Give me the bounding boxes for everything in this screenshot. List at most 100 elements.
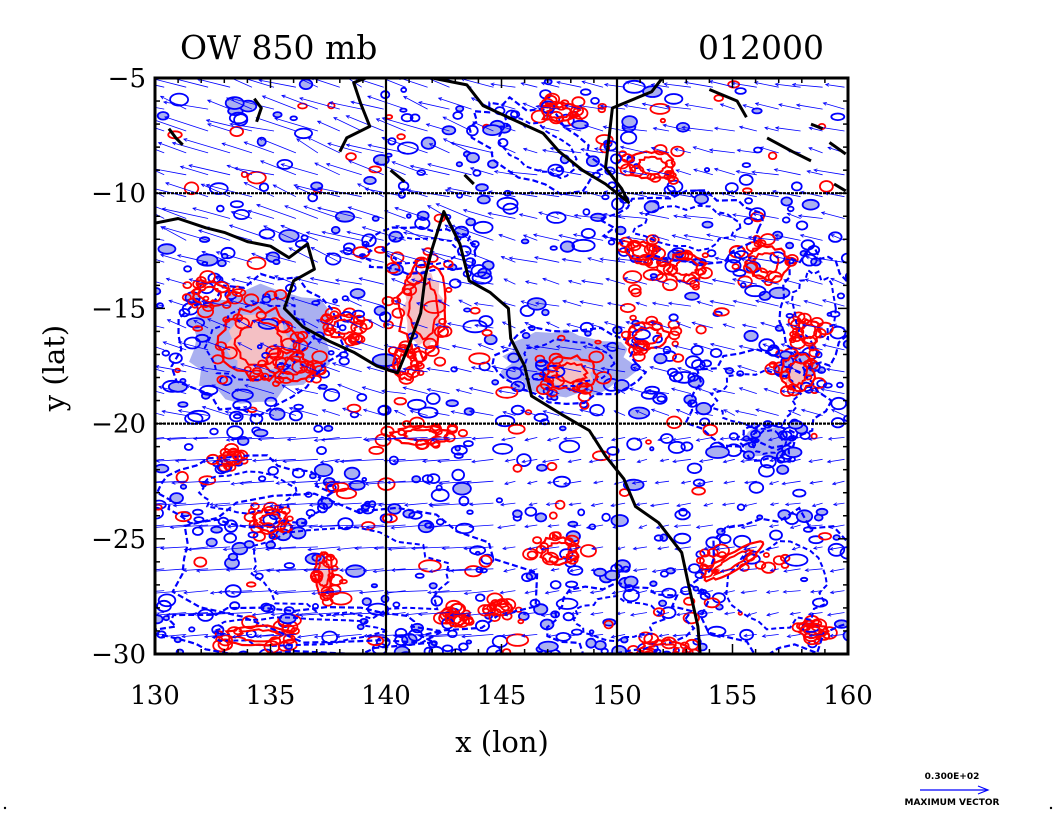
wind-vector [677,367,692,373]
negative-vortex-7-speckle [888,577,900,587]
wind-vector [296,138,319,154]
coastline-segment [155,210,702,654]
wind-vector [373,568,406,572]
wind-vector [160,254,187,263]
wind-vector [356,297,384,307]
wind-vector-head [129,483,132,486]
wind-vector [374,546,406,549]
wind-vector [697,590,713,594]
negative-speckle [316,445,327,455]
wind-vector-head [829,590,835,595]
wind-vector-head [622,169,627,174]
wind-vector-head [259,342,264,347]
wind-vector [317,120,340,132]
wind-vector [546,321,560,329]
wind-vector-head [361,386,366,390]
wind-vector-head [590,612,595,616]
wind-vector [222,143,253,154]
wind-vector [807,170,823,176]
wind-vector-head [205,480,210,485]
wind-vector-head [177,409,183,413]
wind-vector-head [450,410,455,414]
wind-vector-head [692,343,698,347]
wind-vector-head [808,366,813,371]
wind-vector-head [829,633,834,638]
coastline [155,78,847,654]
wind-vector [308,546,340,551]
wind-vector-head [362,568,367,573]
wind-vector [346,144,384,154]
wind-vector-head [562,299,567,304]
wind-vector [594,148,626,154]
positive-vortex-17-speckle [433,356,447,367]
wind-vector-head [502,410,507,415]
positive-vortex-32-speckle [217,638,234,651]
wind-vector [189,164,231,176]
wind-vector [172,480,209,484]
positive-speckle [251,367,263,376]
negative-speckle [593,567,607,578]
negative-speckle [750,437,760,444]
wind-vector-head [546,634,552,638]
wind-vector-head [522,611,527,616]
wind-vector-head [664,256,669,260]
positive-speckle [478,554,493,568]
wind-vector-head [166,612,171,617]
wind-vector-head [635,590,640,595]
wind-vector [560,411,582,416]
positive-speckle [594,339,602,345]
negative-vortex-6-speckle [590,97,600,105]
wind-vector-head [171,481,176,485]
wind-vector-head [177,341,183,345]
wind-vector-head [780,343,785,347]
wind-vector-head [150,204,154,207]
wind-vector-head [181,634,186,639]
wind-vector-head [471,459,476,464]
wind-vector-head [468,524,473,529]
wind-vector [505,458,516,462]
x-tick-label: 150 [592,681,642,711]
wind-vector [626,236,648,241]
wind-vector-head [381,136,386,141]
wind-vector [297,78,319,88]
wind-vector-head [124,592,127,595]
wind-vector-head [428,143,434,147]
wind-vector [231,590,275,594]
wind-vector-head [141,387,145,390]
wind-vector [207,318,231,329]
wind-vector-head [123,117,127,120]
negative-speckle [351,309,366,319]
wind-vector-head [288,247,293,251]
positive-vortex-22-speckle [764,362,780,376]
wind-vector-head [380,248,385,253]
wind-vector [616,546,626,550]
wind-vector [168,300,187,307]
wind-vector [665,106,691,110]
wind-vector-head [671,567,677,572]
wind-vector [297,634,318,638]
wind-vector-head [409,164,414,169]
negative-vortex-3-speckle [291,467,306,479]
positive-vortex-26-contour-inner [546,105,573,120]
wind-vector [500,502,516,506]
negative-vortex-8-speckle [744,197,753,205]
wind-vector [428,524,472,527]
wind-vector [492,365,516,373]
wind-vector-head [587,257,592,261]
wind-vector-head [558,234,563,238]
wind-vector-head [449,568,455,573]
wind-vector [704,546,713,550]
negative-vortex-8-speckle [559,240,576,253]
negative-speckle [693,193,710,205]
positive-vortex-37-contour-outer [217,449,245,467]
negative-vortex-7-speckle [827,542,846,557]
wind-vector [808,367,823,373]
wind-vector [766,590,779,593]
positive-vortex-24-speckle [457,428,468,438]
wind-vector [386,437,428,440]
wind-vector [155,303,165,307]
wind-vector [250,300,275,307]
wind-vector [547,480,560,484]
negative-speckle [192,508,204,516]
negative-speckle [582,208,591,216]
